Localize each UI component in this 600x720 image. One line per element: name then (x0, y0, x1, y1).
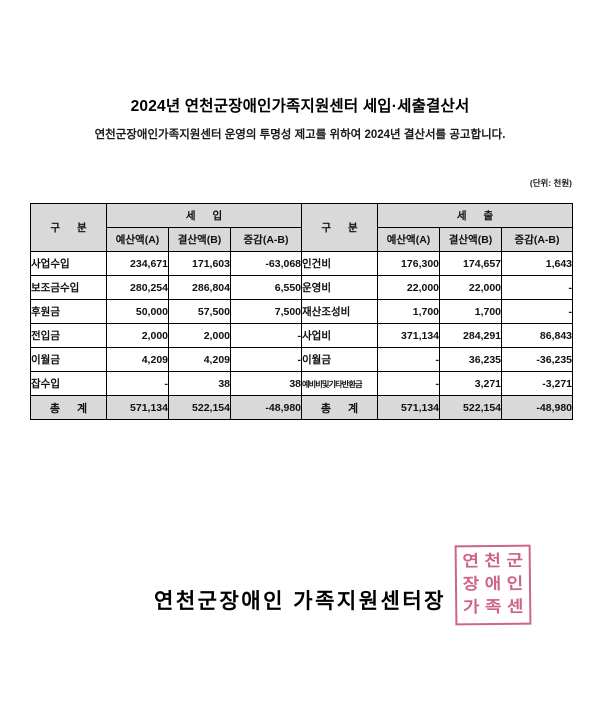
seal-glyph: 인 (506, 575, 524, 593)
expense-total-label: 총 계 (301, 395, 379, 420)
expense-difference: - (501, 299, 574, 324)
revenue-label: 잡수입 (30, 371, 107, 396)
page-subtitle: 연천군장애인가족지원센터 운영의 투명성 제고를 위하여 2024년 결산서를 … (94, 129, 506, 141)
revenue-difference: 7,500 (229, 299, 303, 324)
revenue-settlement: 4,209 (168, 347, 231, 372)
expense-settlement: 36,235 (439, 347, 503, 372)
expense-label: 사업비 (301, 323, 379, 348)
revenue-difference: - (229, 323, 303, 348)
revenue-total-difference: -48,980 (229, 395, 303, 420)
expense-budget: 176,300 (377, 251, 441, 276)
page-title: 2024년 연천군장애인가족지원센터 세입·세출결산서 (130, 98, 470, 115)
revenue-difference: - (229, 347, 303, 372)
table-row: 이월금 4,209 4,209 - 이월금 - 36,235 -36,235 (30, 347, 574, 372)
revenue-label: 보조금수입 (30, 275, 107, 300)
expense-difference: -3,271 (501, 371, 574, 396)
expense-difference: -36,235 (501, 347, 574, 372)
table-row: 사업수입 234,671 171,603 -63,068 인건비 176,300… (30, 251, 574, 276)
table-row: 잡수입 - 38 38 예비비및기타반환금 - 3,271 -3,271 (30, 371, 574, 396)
seal-glyph: 군 (506, 552, 524, 570)
revenue-label: 후원금 (30, 299, 107, 324)
header-revenue-settlement: 결산액(B) (168, 227, 231, 252)
header-revenue-group: 세 입 (105, 203, 303, 228)
revenue-budget: 280,254 (106, 275, 169, 300)
revenue-difference: 38 (229, 371, 303, 396)
expense-budget: 1,700 (377, 299, 441, 324)
revenue-settlement: 57,500 (168, 299, 231, 324)
revenue-budget: 2,000 (106, 323, 169, 348)
revenue-label: 사업수입 (30, 251, 107, 276)
revenue-settlement: 171,603 (168, 251, 231, 276)
expense-label: 인건비 (301, 251, 379, 276)
expense-budget: - (377, 371, 441, 396)
expense-settlement: 174,657 (439, 251, 503, 276)
header-gubun-left: 구 분 (30, 203, 107, 252)
revenue-difference: -63,068 (229, 251, 303, 276)
expense-budget: 22,000 (377, 275, 441, 300)
expense-label: 예비비및기타반환금 (301, 371, 379, 396)
revenue-settlement: 2,000 (168, 323, 231, 348)
expense-total-settlement: 522,154 (439, 395, 503, 420)
settlement-table: 구 분 세 입 구 분 세 출 예산액(A) 결산액(B) 증감(A-B) 예산… (30, 203, 574, 420)
expense-total-budget: 571,134 (377, 395, 441, 420)
expense-budget: 371,134 (377, 323, 441, 348)
header-revenue-difference: 증감(A-B) (229, 227, 303, 252)
table-body: 사업수입 234,671 171,603 -63,068 인건비 176,300… (30, 251, 574, 420)
table-header: 구 분 세 입 구 분 세 출 예산액(A) 결산액(B) 증감(A-B) 예산… (30, 203, 574, 252)
revenue-label: 전입금 (30, 323, 107, 348)
revenue-total-settlement: 522,154 (168, 395, 231, 420)
official-seal-stamp: 연 천 군 장 애 인 가 족 센 (454, 544, 532, 626)
expense-settlement: 284,291 (439, 323, 503, 348)
revenue-settlement: 38 (168, 371, 231, 396)
expense-label: 운영비 (301, 275, 379, 300)
table-row: 전입금 2,000 2,000 - 사업비 371,134 284,291 86… (30, 323, 574, 348)
revenue-total-budget: 571,134 (106, 395, 169, 420)
settlement-table-wrapper: 구 분 세 입 구 분 세 출 예산액(A) 결산액(B) 증감(A-B) 예산… (30, 203, 574, 420)
expense-label: 이월금 (301, 347, 379, 372)
table-header-row-2: 예산액(A) 결산액(B) 증감(A-B) 예산액(A) 결산액(B) 증감(A… (31, 227, 574, 252)
expense-difference: - (501, 275, 574, 300)
revenue-difference: 6,550 (229, 275, 303, 300)
seal-glyph: 센 (506, 599, 524, 617)
expense-settlement: 1,700 (439, 299, 503, 324)
expense-settlement: 3,271 (439, 371, 503, 396)
expense-difference: 1,643 (501, 251, 574, 276)
expense-difference: 86,843 (501, 323, 574, 348)
table-row: 후원금 50,000 57,500 7,500 재산조성비 1,700 1,70… (30, 299, 574, 324)
revenue-budget: 50,000 (106, 299, 169, 324)
header-expense-group: 세 출 (377, 203, 574, 228)
revenue-budget: 4,209 (106, 347, 169, 372)
expense-total-difference: -48,980 (501, 395, 574, 420)
revenue-label: 이월금 (30, 347, 107, 372)
table-header-row-1: 구 분 세 입 구 분 세 출 (30, 203, 574, 252)
header-gubun-right: 구 분 (301, 203, 379, 252)
header-expense-budget: 예산액(A) (377, 227, 441, 252)
header-expense-settlement: 결산액(B) (439, 227, 503, 252)
header-revenue-budget: 예산액(A) (106, 227, 169, 252)
expense-settlement: 22,000 (439, 275, 503, 300)
revenue-budget: 234,671 (106, 251, 169, 276)
expense-label: 재산조성비 (301, 299, 379, 324)
table-total-row: 총 계 571,134 522,154 -48,980 총 계 571,134 … (30, 395, 574, 420)
unit-note: (단위: 천원) (529, 178, 572, 188)
signature-line: 연천군장애인 가족지원센터장 (154, 590, 446, 613)
revenue-total-label: 총 계 (30, 395, 107, 420)
expense-budget: - (377, 347, 441, 372)
header-expense-difference: 증감(A-B) (501, 227, 574, 252)
table-row: 보조금수입 280,254 286,804 6,550 운영비 22,000 2… (30, 275, 574, 300)
revenue-settlement: 286,804 (168, 275, 231, 300)
revenue-budget: - (106, 371, 169, 396)
